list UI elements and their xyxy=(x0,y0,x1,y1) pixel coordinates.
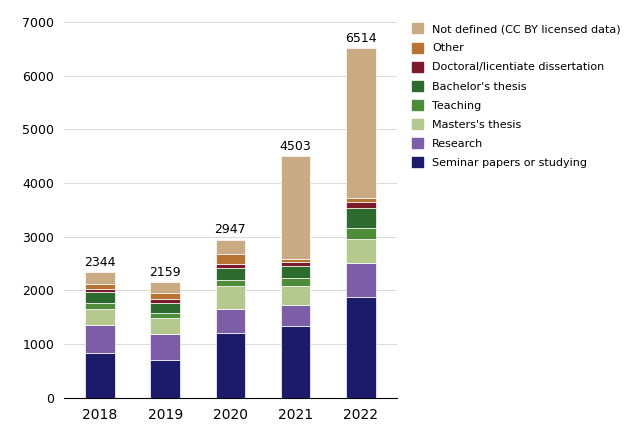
Bar xyxy=(216,264,245,268)
Bar xyxy=(85,284,115,289)
Bar xyxy=(150,282,180,293)
Bar xyxy=(346,202,376,208)
Bar xyxy=(216,254,245,264)
Bar xyxy=(216,333,245,398)
Bar xyxy=(281,278,310,286)
Bar xyxy=(85,289,115,292)
Bar xyxy=(150,334,180,360)
Bar xyxy=(150,302,180,313)
Bar xyxy=(216,280,245,286)
Text: 6514: 6514 xyxy=(345,32,377,45)
Bar xyxy=(85,309,115,325)
Bar xyxy=(216,268,245,280)
Text: 4503: 4503 xyxy=(280,140,312,153)
Bar xyxy=(150,293,180,298)
Bar xyxy=(216,286,245,309)
Bar xyxy=(346,198,376,202)
Bar xyxy=(281,305,310,326)
Bar xyxy=(216,309,245,333)
Bar xyxy=(346,297,376,398)
Bar xyxy=(346,228,376,239)
Bar xyxy=(150,318,180,334)
Text: 2159: 2159 xyxy=(149,266,181,279)
Text: 2947: 2947 xyxy=(214,223,246,236)
Bar xyxy=(281,286,310,305)
Bar xyxy=(150,313,180,318)
Text: 2344: 2344 xyxy=(84,256,116,269)
Bar xyxy=(85,272,115,284)
Bar xyxy=(85,303,115,309)
Bar xyxy=(281,326,310,398)
Legend: Not defined (CC BY licensed data), Other, Doctoral/licentiate dissertation, Bach: Not defined (CC BY licensed data), Other… xyxy=(409,20,624,171)
Bar xyxy=(346,239,376,263)
Bar xyxy=(85,292,115,303)
Bar xyxy=(150,298,180,302)
Bar xyxy=(346,208,376,228)
Bar xyxy=(281,156,310,259)
Bar xyxy=(346,48,376,198)
Bar xyxy=(85,353,115,398)
Bar xyxy=(150,360,180,398)
Bar xyxy=(216,240,245,254)
Bar xyxy=(85,325,115,353)
Bar xyxy=(281,262,310,266)
Bar xyxy=(346,263,376,297)
Bar xyxy=(281,259,310,262)
Bar xyxy=(281,266,310,278)
